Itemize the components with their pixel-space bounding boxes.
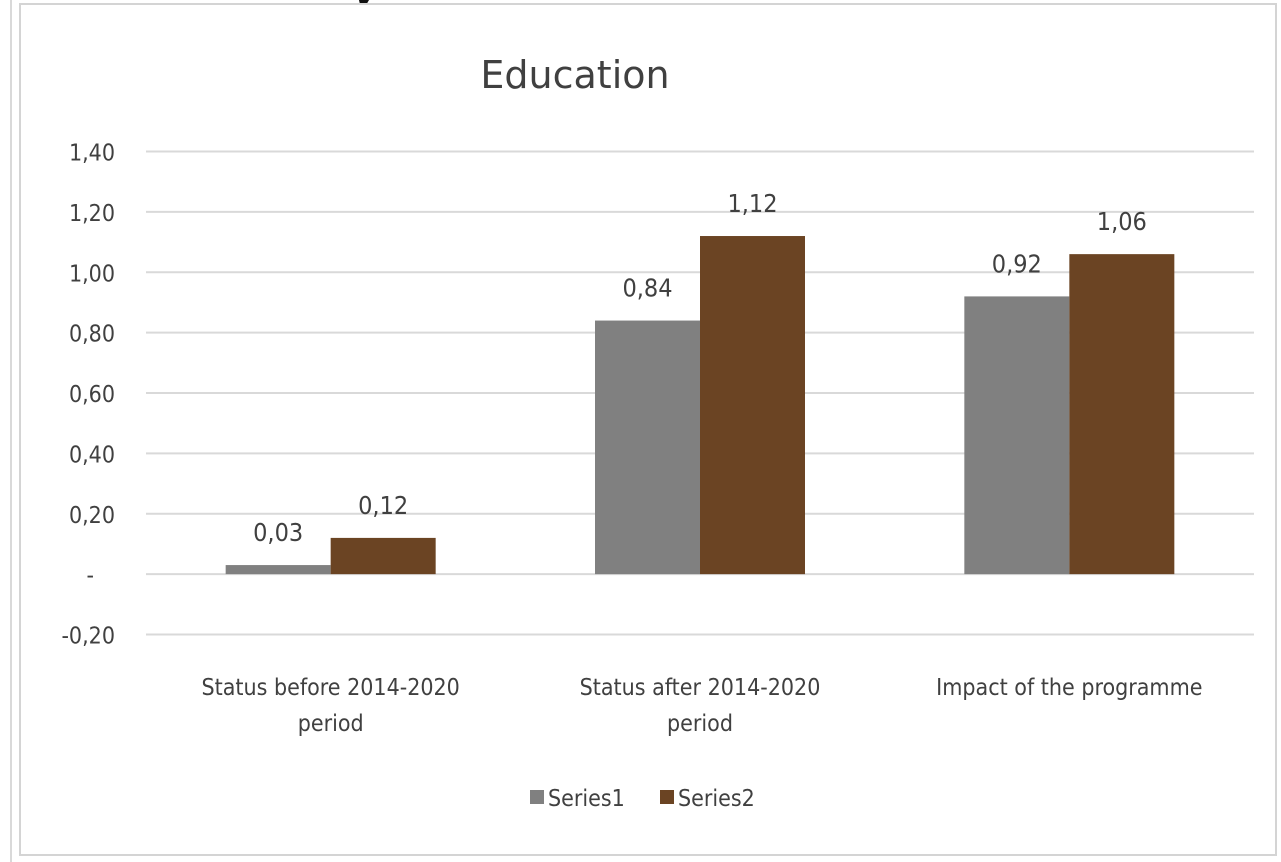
legend-label: Series1 (548, 786, 625, 812)
left-panel-edge (0, 0, 12, 862)
chart-title: Education (480, 53, 669, 97)
x-category-label: period (298, 711, 364, 737)
legend: Series1 Series2 (530, 786, 755, 812)
bar-series1 (595, 320, 700, 575)
bar-series1 (225, 565, 331, 575)
legend-swatch-series2 (660, 790, 674, 804)
x-axis: Status before 2014-2020 period Status afte… (201, 675, 1202, 737)
y-tick-label: 1,40 (69, 141, 115, 167)
data-label: 1,06 (1097, 207, 1147, 236)
legend-swatch-series1 (530, 790, 544, 804)
bar-series1 (964, 296, 1070, 575)
legend-label: Series2 (678, 786, 755, 812)
data-label: 1,12 (727, 189, 777, 218)
x-category-label: Status before 2014-2020 (201, 675, 459, 701)
y-tick-label: 0,40 (69, 442, 115, 468)
data-label: 0,84 (622, 274, 672, 303)
x-category-label: Status after 2014-2020 (580, 675, 821, 701)
y-tick-label: 1,20 (69, 201, 115, 227)
bar-series2 (330, 537, 436, 575)
bar-series2 (700, 236, 805, 575)
y-tick-label: 0,20 (69, 503, 115, 529)
bars (225, 236, 1175, 575)
y-tick-label: 0,80 (69, 322, 115, 348)
data-label: 0,12 (358, 491, 408, 520)
y-tick-label: -0,20 (61, 624, 115, 650)
data-label: 0,03 (253, 518, 303, 547)
y-tick-label: 1,00 (69, 261, 115, 287)
data-labels: 0,03 0,12 0,84 1,12 0,92 1,06 (253, 189, 1147, 547)
x-category-label: period (667, 711, 733, 737)
y-tick-label: - (87, 563, 94, 589)
y-tick-label: 0,60 (69, 382, 115, 408)
bar-series2 (1069, 254, 1175, 575)
x-category-label: Impact of the programme (936, 675, 1202, 701)
y-axis: 1,40 1,20 1,00 0,80 0,60 0,40 0,20 - -0,20 (61, 141, 115, 650)
data-label: 0,92 (992, 249, 1042, 278)
